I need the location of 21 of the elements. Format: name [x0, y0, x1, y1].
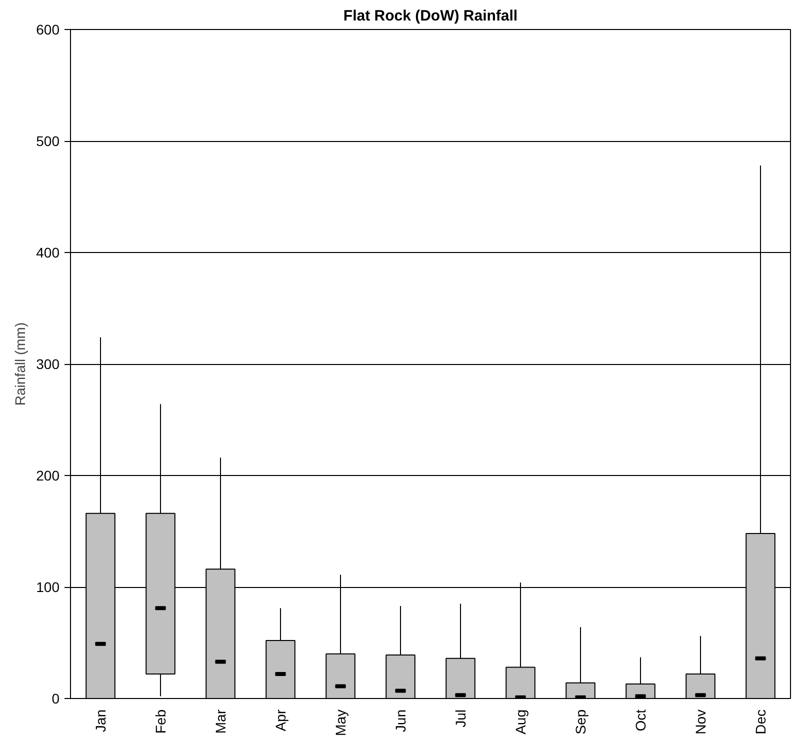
x-tick-label: Apr [272, 709, 288, 732]
chart-title: Flat Rock (DoW) Rainfall [343, 8, 518, 24]
y-tick-label: 500 [36, 133, 60, 149]
x-tick-label: Aug [512, 709, 528, 734]
y-tick-label: 0 [52, 690, 60, 706]
y-tick-label: 300 [36, 356, 60, 372]
x-tick-label: Sep [572, 709, 588, 734]
x-tick-label: May [332, 709, 348, 736]
x-tick-label: Dec [752, 709, 768, 734]
y-tick-label: 100 [36, 579, 60, 595]
x-tick-label: Jun [392, 709, 408, 732]
x-tick-label: Nov [692, 709, 708, 734]
x-tick-label: Mar [212, 709, 228, 734]
x-tick-label: Jul [452, 709, 468, 728]
y-axis-title: Rainfall (mm) [12, 322, 28, 406]
x-tick-label: Oct [632, 709, 648, 732]
y-tick-label: 600 [36, 22, 60, 38]
x-tick-label: Feb [152, 709, 168, 734]
x-tick-label: Jan [92, 709, 108, 732]
y-tick-label: 400 [36, 244, 60, 260]
y-tick-label: 200 [36, 468, 60, 484]
